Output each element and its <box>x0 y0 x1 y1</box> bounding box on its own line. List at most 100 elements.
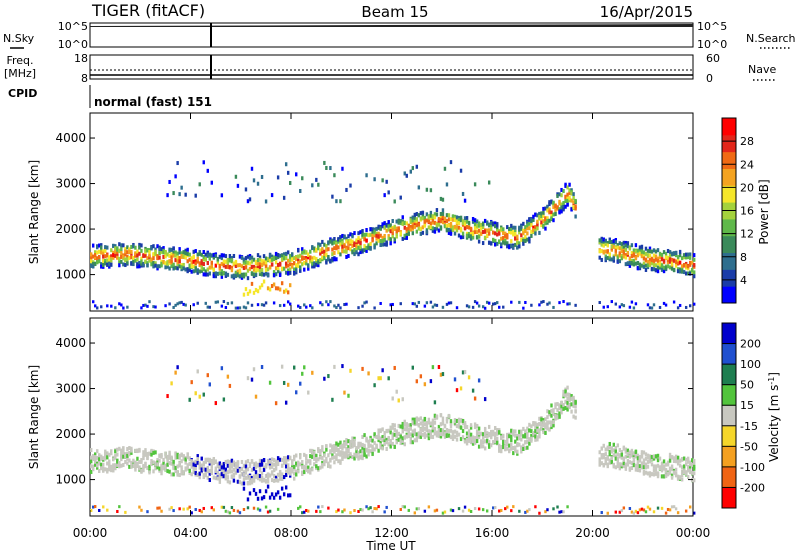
echo-cell <box>453 434 457 439</box>
echo-cell <box>544 206 547 211</box>
echo-cell <box>341 238 344 243</box>
colorbar-swatch <box>722 425 736 447</box>
echo-cell <box>433 420 437 425</box>
echo-cell <box>276 262 280 267</box>
echo-cell <box>321 448 324 453</box>
echo-cell <box>572 403 575 408</box>
echo-cell <box>174 253 177 258</box>
echo-cell <box>449 508 453 512</box>
echo-cell <box>475 223 479 228</box>
echo-cell <box>329 443 332 448</box>
echo-cell <box>646 453 650 458</box>
echo-cell <box>419 431 423 436</box>
echo-cell <box>481 241 485 246</box>
echo-cell <box>534 425 537 430</box>
echo-cell <box>361 249 364 254</box>
echo-cell <box>387 227 390 232</box>
echo-cell <box>178 250 181 255</box>
echo-cell <box>90 455 93 460</box>
echo-cell <box>295 263 298 268</box>
echo-cell <box>662 459 666 464</box>
echo-cell <box>202 392 205 397</box>
echo-cell <box>393 224 396 229</box>
echo-cell <box>475 235 479 240</box>
echo-cell <box>94 250 97 255</box>
echo-cell <box>443 424 447 429</box>
echo-cell <box>693 253 696 258</box>
echo-cell <box>98 508 101 512</box>
echo-cell <box>198 465 201 470</box>
echo-cell <box>321 463 324 468</box>
echo-cell <box>274 401 278 406</box>
echo-cell <box>610 449 613 454</box>
echo-cell <box>608 257 611 262</box>
echo-cell <box>473 396 477 401</box>
echo-cell <box>100 305 103 309</box>
echo-cell <box>620 249 624 254</box>
echo-cell <box>383 242 386 247</box>
colorbar-swatch <box>722 118 736 136</box>
echo-cell <box>224 306 228 310</box>
echo-cell <box>224 259 228 264</box>
echo-cell <box>140 261 143 266</box>
echo-cell <box>411 417 414 422</box>
echo-cell <box>433 400 437 405</box>
echo-cell <box>226 459 230 464</box>
echo-cell <box>274 286 278 291</box>
echo-cell <box>688 304 692 308</box>
echo-cell <box>333 446 336 451</box>
echo-cell <box>341 451 344 456</box>
echo-cell <box>417 185 421 190</box>
echo-cell <box>638 262 642 267</box>
echo-cell <box>234 263 238 268</box>
echo-cell <box>453 429 457 434</box>
echo-cell <box>100 264 103 269</box>
echo-cell <box>315 457 318 462</box>
echo-cell <box>441 511 445 515</box>
echo-cell <box>212 255 216 260</box>
echo-cell <box>317 260 320 265</box>
echo-cell <box>190 269 193 274</box>
echo-cell <box>192 465 195 470</box>
echo-cell <box>220 463 224 468</box>
echo-cell <box>278 469 282 474</box>
echo-cell <box>403 505 406 509</box>
echo-cell <box>284 261 288 266</box>
echo-cell <box>674 263 678 268</box>
echo-cell <box>309 470 312 475</box>
echo-cell <box>610 257 613 262</box>
echo-cell <box>323 242 326 247</box>
echo-cell <box>514 236 517 241</box>
echo-cell <box>562 300 565 304</box>
echo-cell <box>357 306 360 310</box>
echo-cell <box>634 302 638 306</box>
echo-cell <box>146 261 149 266</box>
echo-cell <box>126 245 129 250</box>
echo-cell <box>146 455 149 460</box>
echo-cell <box>572 195 575 200</box>
echo-cell <box>498 430 501 435</box>
echo-cell <box>166 394 169 399</box>
echo-cell <box>301 465 304 470</box>
echo-cell <box>274 462 278 467</box>
echo-cell <box>413 431 417 436</box>
echo-cell <box>399 219 402 224</box>
echo-cell <box>222 467 226 472</box>
echo-cell <box>449 160 453 165</box>
echo-cell <box>415 421 419 426</box>
echo-cell <box>413 224 417 229</box>
echo-cell <box>323 250 326 255</box>
echo-cell <box>311 261 314 266</box>
echo-cell <box>510 230 513 235</box>
echo-cell <box>90 252 93 257</box>
echo-cell <box>349 183 352 188</box>
echo-cell <box>218 476 222 481</box>
echo-cell <box>305 467 308 472</box>
echo-cell <box>564 195 567 200</box>
echo-cell <box>469 234 473 239</box>
echo-cell <box>528 428 531 433</box>
echo-cell <box>668 452 672 457</box>
echo-cell <box>383 233 386 238</box>
echo-cell <box>98 259 101 264</box>
echo-cell <box>642 256 646 261</box>
